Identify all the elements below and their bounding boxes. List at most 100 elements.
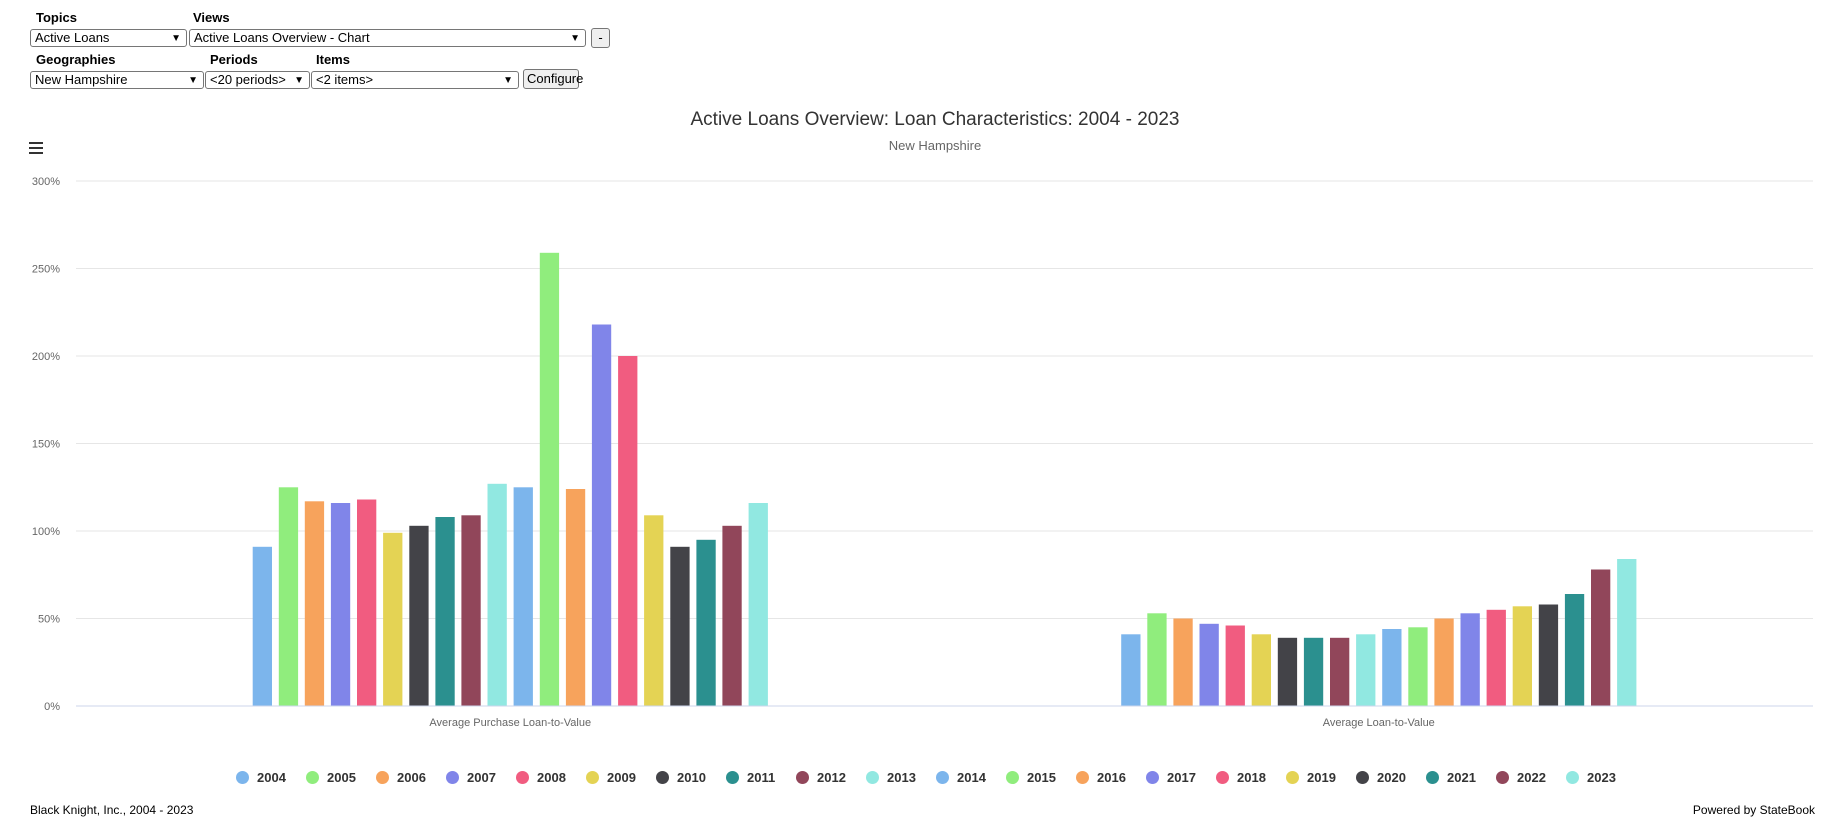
bar-2021-ltv[interactable] [1564, 594, 1585, 706]
bar-2017-purchase-ltv[interactable] [591, 324, 612, 707]
legend-item-2016[interactable]: 2016 [1076, 767, 1126, 787]
items-label: Items [316, 52, 350, 67]
chevron-down-icon: ▼ [171, 33, 181, 44]
bar-2020-purchase-ltv[interactable] [670, 546, 690, 707]
bar-2018-purchase-ltv[interactable] [618, 356, 638, 706]
configure-button[interactable]: Configure [523, 69, 583, 89]
legend-item-2018[interactable]: 2018 [1216, 767, 1266, 787]
legend-label: 2010 [677, 769, 706, 785]
bar-2010-purchase-ltv[interactable] [409, 525, 429, 707]
bar-2014-ltv[interactable] [1382, 629, 1402, 706]
collapse-button[interactable]: - [591, 28, 610, 48]
legend-marker [1356, 770, 1369, 784]
bar-2004-purchase-ltv[interactable] [252, 546, 272, 707]
geographies-select[interactable]: New Hampshire ▼ [30, 71, 204, 89]
x-axis-labels: Average Purchase Loan-to-Value Average Lo… [429, 717, 1434, 729]
hamburger-menu-icon[interactable] [29, 142, 43, 154]
views-select[interactable]: Active Loans Overview - Chart ▼ [189, 29, 586, 47]
bar-2016-purchase-ltv[interactable] [565, 489, 586, 706]
legend-marker [586, 770, 599, 784]
items-select[interactable]: <2 items> ▼ [311, 71, 519, 89]
bar-2023-ltv[interactable] [1617, 559, 1637, 706]
legend-marker [1426, 770, 1439, 784]
topics-select[interactable]: Active Loans ▼ [30, 29, 187, 47]
bar-2013-purchase-ltv[interactable] [487, 483, 507, 707]
bar-2004-ltv[interactable] [1121, 634, 1141, 707]
legend-item-2023[interactable]: 2023 [1566, 767, 1616, 787]
bar-2008-purchase-ltv[interactable] [357, 499, 377, 707]
bar-2006-purchase-ltv[interactable] [304, 501, 325, 707]
legend-item-2014[interactable]: 2014 [936, 767, 986, 787]
bar-2009-ltv[interactable] [1251, 634, 1271, 707]
legend-label: 2018 [1237, 769, 1266, 785]
y-tick-label: 300% [32, 176, 60, 188]
legend-item-2022[interactable]: 2022 [1496, 767, 1546, 787]
legend-label: 2011 [747, 769, 776, 785]
bar-2011-ltv[interactable] [1303, 637, 1324, 707]
bar-2012-purchase-ltv[interactable] [461, 515, 481, 707]
bar-2013-ltv[interactable] [1356, 634, 1376, 707]
bar-2006-ltv[interactable] [1173, 618, 1193, 707]
bar-2009-purchase-ltv[interactable] [383, 532, 403, 707]
legend-item-2008[interactable]: 2008 [516, 767, 566, 787]
legend-label: 2009 [607, 769, 636, 785]
legend-marker [656, 770, 669, 784]
legend-item-2004[interactable]: 2004 [236, 767, 286, 787]
legend-marker [306, 770, 319, 784]
legend-item-2012[interactable]: 2012 [796, 767, 846, 787]
bar-2007-ltv[interactable] [1199, 623, 1219, 707]
bar-2008-ltv[interactable] [1225, 625, 1245, 707]
legend-label: 2012 [817, 769, 846, 785]
legend-item-2005[interactable]: 2005 [306, 767, 356, 787]
periods-select[interactable]: <20 periods> ▼ [205, 71, 310, 89]
legend-marker [866, 770, 879, 784]
bar-2015-purchase-ltv[interactable] [539, 252, 560, 707]
legend-item-2009[interactable]: 2009 [586, 767, 636, 787]
bar-2007-purchase-ltv[interactable] [330, 503, 351, 706]
legend-marker [1006, 770, 1019, 784]
legend-marker [446, 770, 459, 784]
legend-item-2019[interactable]: 2019 [1286, 767, 1336, 787]
bar-2019-ltv[interactable] [1512, 606, 1532, 707]
bar-2022-purchase-ltv[interactable] [722, 525, 742, 707]
legend-item-2013[interactable]: 2013 [866, 767, 916, 787]
legend-item-2021[interactable]: 2021 [1426, 767, 1476, 787]
legend-item-2011[interactable]: 2011 [726, 767, 775, 787]
bar-2014-purchase-ltv[interactable] [513, 487, 533, 707]
legend-label: 2023 [1587, 769, 1616, 785]
legend-item-2017[interactable]: 2017 [1146, 767, 1196, 787]
legend-marker [936, 770, 949, 784]
chart-subtitle: New Hampshire [889, 138, 981, 153]
legend-item-2015[interactable]: 2015 [1006, 767, 1056, 787]
chart-title: Active Loans Overview: Loan Characterist… [691, 109, 1180, 130]
bar-2016-ltv[interactable] [1434, 618, 1454, 707]
items-value: <2 items> [316, 72, 374, 87]
legend-item-2010[interactable]: 2010 [656, 767, 706, 787]
legend-item-2006[interactable]: 2006 [376, 767, 426, 787]
x-tick-label: Average Loan-to-Value [1323, 717, 1435, 729]
bar-2005-purchase-ltv[interactable] [278, 487, 299, 707]
bar-2017-ltv[interactable] [1460, 613, 1480, 707]
bar-2018-ltv[interactable] [1486, 609, 1506, 707]
y-tick-label: 50% [38, 614, 60, 626]
bar-2019-purchase-ltv[interactable] [644, 515, 664, 707]
legend-item-2020[interactable]: 2020 [1356, 767, 1406, 787]
bar-2012-ltv[interactable] [1330, 637, 1350, 707]
legend-marker [376, 770, 389, 784]
bar-2022-ltv[interactable] [1591, 569, 1611, 707]
legend-marker [1496, 770, 1509, 784]
bar-2005-ltv[interactable] [1147, 613, 1167, 707]
bar-2020-ltv[interactable] [1538, 604, 1559, 707]
bar-2023-purchase-ltv[interactable] [748, 503, 768, 706]
legend-label: 2014 [957, 769, 986, 785]
y-tick-label: 100% [32, 526, 60, 538]
legend-marker [236, 770, 249, 784]
y-tick-label: 250% [32, 264, 60, 276]
legend-item-2007[interactable]: 2007 [446, 767, 496, 787]
legend-marker [726, 770, 739, 784]
bar-2021-purchase-ltv[interactable] [696, 539, 716, 707]
bar-2015-ltv[interactable] [1408, 627, 1428, 707]
bar-2011-purchase-ltv[interactable] [435, 517, 455, 706]
bar-2010-ltv[interactable] [1277, 637, 1298, 707]
legend-marker [1566, 770, 1579, 784]
